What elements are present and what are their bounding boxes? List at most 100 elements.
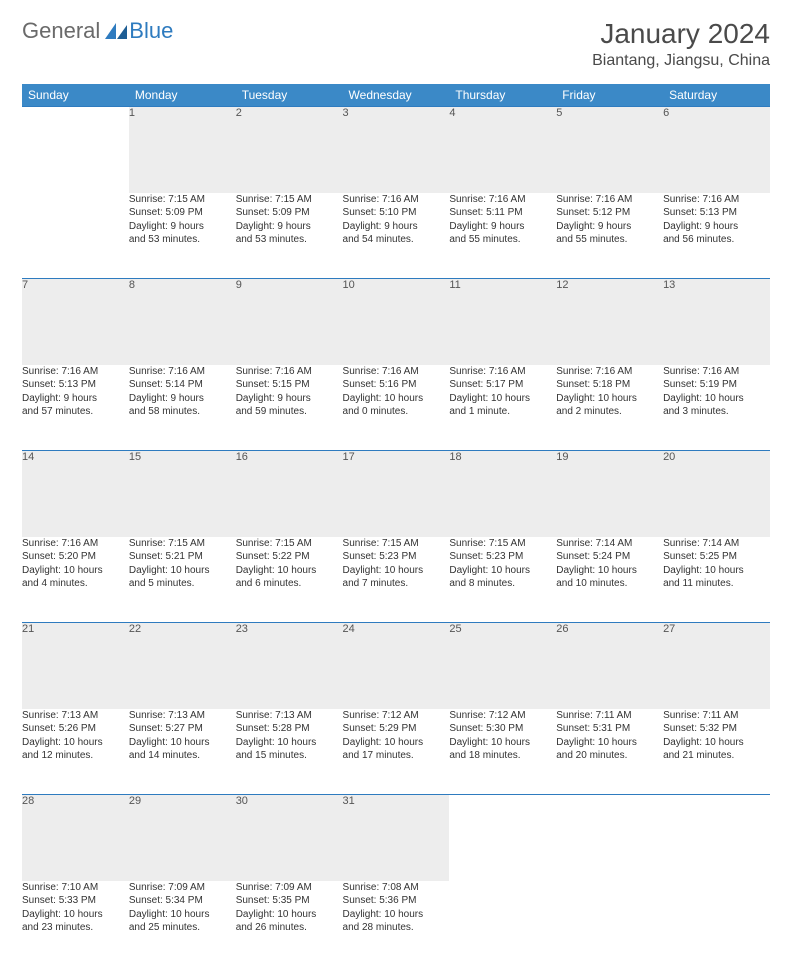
sunrise-text: Sunrise: 7:16 AM <box>236 365 343 379</box>
daylight-text: Daylight: 10 hours <box>236 564 343 578</box>
day-number-row: 21222324252627 <box>22 623 770 709</box>
day-detail-cell: Sunrise: 7:15 AMSunset: 5:09 PMDaylight:… <box>129 193 236 279</box>
day-detail-cell: Sunrise: 7:16 AMSunset: 5:12 PMDaylight:… <box>556 193 663 279</box>
sunset-text: Sunset: 5:13 PM <box>22 378 129 392</box>
day-number-cell: 4 <box>449 107 556 193</box>
day-number-cell <box>556 795 663 881</box>
sunrise-text: Sunrise: 7:16 AM <box>449 193 556 207</box>
daylight-text: Daylight: 10 hours <box>129 564 236 578</box>
calendar-table: Sunday Monday Tuesday Wednesday Thursday… <box>22 84 770 967</box>
daylight-text: Daylight: 10 hours <box>129 736 236 750</box>
sunset-text: Sunset: 5:10 PM <box>343 206 450 220</box>
day-detail-cell: Sunrise: 7:10 AMSunset: 5:33 PMDaylight:… <box>22 881 129 967</box>
month-title: January 2024 <box>592 18 770 50</box>
daylight-text: Daylight: 10 hours <box>343 392 450 406</box>
weekday-header: Saturday <box>663 84 770 107</box>
day-detail-cell: Sunrise: 7:16 AMSunset: 5:16 PMDaylight:… <box>343 365 450 451</box>
day-detail-cell: Sunrise: 7:14 AMSunset: 5:24 PMDaylight:… <box>556 537 663 623</box>
daylight-text: Daylight: 9 hours <box>129 220 236 234</box>
sunset-text: Sunset: 5:20 PM <box>22 550 129 564</box>
daylight-text: Daylight: 10 hours <box>663 736 770 750</box>
day-number-cell: 21 <box>22 623 129 709</box>
daylight-text: and 53 minutes. <box>129 233 236 247</box>
day-number-cell: 7 <box>22 279 129 365</box>
sunrise-text: Sunrise: 7:12 AM <box>449 709 556 723</box>
daylight-text: and 17 minutes. <box>343 749 450 763</box>
day-number-cell <box>663 795 770 881</box>
sunset-text: Sunset: 5:19 PM <box>663 378 770 392</box>
sunset-text: Sunset: 5:09 PM <box>129 206 236 220</box>
day-number-cell: 14 <box>22 451 129 537</box>
daylight-text: and 58 minutes. <box>129 405 236 419</box>
sunrise-text: Sunrise: 7:09 AM <box>129 881 236 895</box>
sunset-text: Sunset: 5:25 PM <box>663 550 770 564</box>
day-detail-cell: Sunrise: 7:16 AMSunset: 5:10 PMDaylight:… <box>343 193 450 279</box>
logo: General Blue <box>22 18 173 44</box>
sunrise-text: Sunrise: 7:10 AM <box>22 881 129 895</box>
sunrise-text: Sunrise: 7:16 AM <box>556 365 663 379</box>
sunset-text: Sunset: 5:28 PM <box>236 722 343 736</box>
day-number-cell: 1 <box>129 107 236 193</box>
day-detail-cell: Sunrise: 7:09 AMSunset: 5:34 PMDaylight:… <box>129 881 236 967</box>
sunrise-text: Sunrise: 7:13 AM <box>22 709 129 723</box>
sunset-text: Sunset: 5:32 PM <box>663 722 770 736</box>
weekday-header: Wednesday <box>343 84 450 107</box>
day-number-cell: 17 <box>343 451 450 537</box>
daylight-text: Daylight: 9 hours <box>556 220 663 234</box>
daylight-text: and 53 minutes. <box>236 233 343 247</box>
day-number-cell: 18 <box>449 451 556 537</box>
day-number-cell: 26 <box>556 623 663 709</box>
logo-text-blue: Blue <box>129 18 173 44</box>
daylight-text: Daylight: 10 hours <box>22 564 129 578</box>
day-number-cell: 6 <box>663 107 770 193</box>
daylight-text: Daylight: 10 hours <box>449 392 556 406</box>
daylight-text: and 8 minutes. <box>449 577 556 591</box>
day-detail-cell: Sunrise: 7:11 AMSunset: 5:31 PMDaylight:… <box>556 709 663 795</box>
daylight-text: and 54 minutes. <box>343 233 450 247</box>
daylight-text: and 21 minutes. <box>663 749 770 763</box>
logo-text-general: General <box>22 18 100 44</box>
daylight-text: Daylight: 10 hours <box>236 908 343 922</box>
sunrise-text: Sunrise: 7:16 AM <box>343 365 450 379</box>
sunset-text: Sunset: 5:09 PM <box>236 206 343 220</box>
sunset-text: Sunset: 5:13 PM <box>663 206 770 220</box>
sunset-text: Sunset: 5:24 PM <box>556 550 663 564</box>
day-detail-row: Sunrise: 7:16 AMSunset: 5:13 PMDaylight:… <box>22 365 770 451</box>
day-detail-row: Sunrise: 7:13 AMSunset: 5:26 PMDaylight:… <box>22 709 770 795</box>
day-number-cell: 22 <box>129 623 236 709</box>
daylight-text: and 4 minutes. <box>22 577 129 591</box>
daylight-text: Daylight: 9 hours <box>22 392 129 406</box>
day-detail-row: Sunrise: 7:15 AMSunset: 5:09 PMDaylight:… <box>22 193 770 279</box>
sunrise-text: Sunrise: 7:15 AM <box>129 537 236 551</box>
day-detail-cell: Sunrise: 7:15 AMSunset: 5:21 PMDaylight:… <box>129 537 236 623</box>
daylight-text: Daylight: 9 hours <box>343 220 450 234</box>
sunrise-text: Sunrise: 7:13 AM <box>236 709 343 723</box>
sunset-text: Sunset: 5:31 PM <box>556 722 663 736</box>
day-detail-cell: Sunrise: 7:12 AMSunset: 5:30 PMDaylight:… <box>449 709 556 795</box>
sunrise-text: Sunrise: 7:15 AM <box>129 193 236 207</box>
sunset-text: Sunset: 5:34 PM <box>129 894 236 908</box>
sunset-text: Sunset: 5:21 PM <box>129 550 236 564</box>
logo-sail-icon <box>105 23 127 39</box>
daylight-text: and 12 minutes. <box>22 749 129 763</box>
day-number-cell: 30 <box>236 795 343 881</box>
day-number-row: 14151617181920 <box>22 451 770 537</box>
day-detail-cell: Sunrise: 7:16 AMSunset: 5:11 PMDaylight:… <box>449 193 556 279</box>
sunset-text: Sunset: 5:30 PM <box>449 722 556 736</box>
daylight-text: and 0 minutes. <box>343 405 450 419</box>
daylight-text: and 25 minutes. <box>129 921 236 935</box>
sunset-text: Sunset: 5:26 PM <box>22 722 129 736</box>
sunrise-text: Sunrise: 7:15 AM <box>449 537 556 551</box>
sunrise-text: Sunrise: 7:14 AM <box>663 537 770 551</box>
daylight-text: and 18 minutes. <box>449 749 556 763</box>
day-detail-cell: Sunrise: 7:16 AMSunset: 5:13 PMDaylight:… <box>663 193 770 279</box>
daylight-text: Daylight: 9 hours <box>236 392 343 406</box>
sunset-text: Sunset: 5:33 PM <box>22 894 129 908</box>
daylight-text: Daylight: 10 hours <box>22 908 129 922</box>
day-detail-cell: Sunrise: 7:15 AMSunset: 5:23 PMDaylight:… <box>449 537 556 623</box>
title-block: January 2024 Biantang, Jiangsu, China <box>592 18 770 70</box>
day-number-cell: 2 <box>236 107 343 193</box>
day-number-cell: 12 <box>556 279 663 365</box>
daylight-text: Daylight: 10 hours <box>556 564 663 578</box>
day-detail-cell: Sunrise: 7:15 AMSunset: 5:23 PMDaylight:… <box>343 537 450 623</box>
